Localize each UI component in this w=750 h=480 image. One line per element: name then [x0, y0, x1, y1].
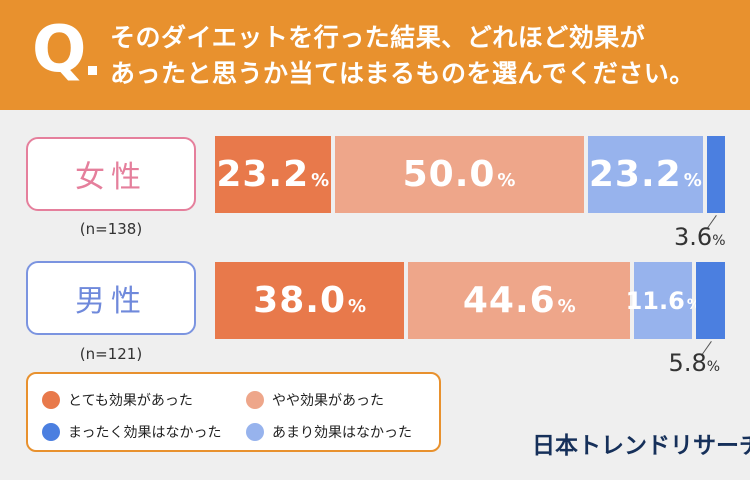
male-value-not-very-effective: 11.6: [625, 286, 685, 315]
female-value-somewhat-effective: 50.0: [402, 154, 496, 195]
male-bar-not-very-effective: 11.6%: [626, 262, 701, 339]
legend-swatch-very-effective: [42, 391, 60, 409]
percent-sign: %: [557, 296, 576, 317]
legend-swatch-not-effective: [42, 423, 60, 441]
female-value-not-very-effective: 23.2: [588, 154, 682, 195]
legend-swatch-not-very-effective: [246, 423, 264, 441]
brand-logo: 日本トレンドリサーチ: [532, 433, 750, 459]
female-bar-not-very-effective: 23.2%: [587, 136, 704, 213]
female-label: 女性: [26, 137, 196, 211]
legend-swatch-somewhat-effective: [246, 391, 264, 409]
female-bar-somewhat-effective: 50.0%: [334, 136, 584, 213]
female-value-not-effective-number: 3.6: [674, 223, 713, 251]
legend-label-somewhat-effective: やや効果があった: [272, 393, 384, 409]
female-value-not-effective: 3.6%: [674, 223, 725, 251]
legend-label-very-effective: とても効果があった: [68, 393, 193, 409]
q-letter: Q: [32, 13, 87, 87]
percent-sign: %: [683, 170, 702, 191]
percent-sign: %: [311, 170, 330, 191]
male-value-somewhat-effective: 44.6: [462, 280, 556, 321]
male-value-very-effective: 38.0: [253, 280, 346, 321]
male-value-not-effective: 5.8%: [669, 349, 720, 377]
male-sample-size: (n=121): [79, 345, 143, 363]
legend-item-not-effective: まったく効果はなかった: [42, 422, 221, 442]
percent-sign: %: [497, 170, 516, 191]
female-bar-very-effective: 23.2%: [215, 136, 331, 213]
legend-item-not-very-effective: あまり効果はなかった: [246, 422, 412, 442]
female-bar-not-effective: [707, 136, 725, 213]
male-label: 男性: [26, 261, 196, 335]
male-bar-not-effective: [696, 262, 725, 339]
question-line-1: そのダイエットを行った結果、どれほど効果が: [110, 23, 646, 52]
question-line-2: あったと思うか当てはまるものを選んでください。: [110, 59, 695, 88]
male-bar-somewhat-effective: 44.6%: [408, 262, 631, 339]
q-dot: [88, 66, 97, 75]
question-text: そのダイエットを行った結果、どれほど効果が あったと思うか当てはまるものを選んで…: [110, 20, 740, 92]
legend-item-very-effective: とても効果があった: [42, 390, 193, 410]
percent-sign: %: [706, 359, 721, 375]
legend-label-not-effective: まったく効果はなかった: [68, 425, 222, 441]
male-value-not-effective-number: 5.8: [668, 349, 707, 377]
female-sample-size: (n=138): [79, 220, 143, 238]
female-value-very-effective: 23.2: [216, 154, 310, 195]
male-bar-very-effective: 38.0%: [215, 262, 405, 339]
percent-sign: %: [348, 296, 367, 317]
legend-label-not-very-effective: あまり効果はなかった: [272, 425, 412, 441]
question-header: Q そのダイエットを行った結果、どれほど効果が あったと思うか当てはまるものを選…: [0, 0, 750, 110]
percent-sign: %: [712, 233, 726, 249]
legend-item-somewhat-effective: やや効果があった: [246, 390, 384, 410]
legend: とても効果があった やや効果があった まったく効果はなかった あまり効果はなかっ…: [26, 372, 441, 452]
